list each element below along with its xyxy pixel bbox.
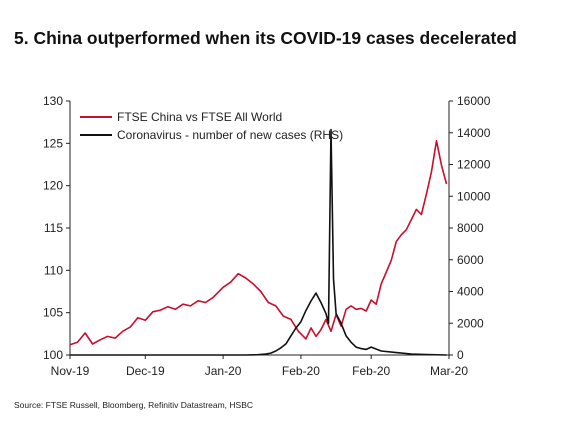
y-right-tick-label: 10000	[457, 189, 491, 203]
y-right-tick-label: 6000	[457, 253, 484, 267]
y-left-tick-label: 100	[43, 348, 63, 362]
x-tick-label: Feb-20	[352, 364, 390, 378]
legend-label-ftse: FTSE China vs FTSE All World	[117, 110, 282, 124]
y-left-tick-label: 120	[43, 179, 63, 193]
x-tick-label: Nov-19	[51, 364, 90, 378]
y-left-tick-label: 115	[44, 221, 63, 235]
covid-cases-series-line	[70, 128, 447, 356]
y-left-tick-label: 105	[43, 306, 63, 320]
legend: FTSE China vs FTSE All World Coronavirus …	[80, 110, 343, 142]
ftse-china-series-line	[69, 140, 448, 346]
y-right-tick-label: 0	[457, 348, 464, 362]
axes: 100 105 110 115 120 125 130 0 2000 4000 6000 8000 10…	[43, 94, 491, 378]
y-right-tick-label: 8000	[457, 221, 484, 235]
y-right-tick-label: 12000	[457, 158, 491, 172]
x-tick-label: Dec-19	[126, 364, 165, 378]
legend-label-covid: Coronavirus - number of new cases (RHS)	[117, 128, 343, 142]
series-lines	[69, 128, 448, 356]
source-note: Source: FTSE Russell, Bloomberg, Refinit…	[14, 400, 254, 410]
x-tick-label: Feb-20	[282, 364, 320, 378]
y-left-tick-label: 125	[43, 136, 63, 150]
y-left-tick-label: 110	[44, 263, 63, 277]
chart-title: 5. China outperformed when its COVID-19 …	[14, 28, 517, 48]
y-right-tick-label: 4000	[457, 285, 484, 299]
x-tick-label: Jan-20	[205, 364, 242, 378]
y-right-tick-label: 14000	[457, 126, 491, 140]
y-left-tick-label: 130	[43, 94, 63, 108]
y-right-tick-label: 16000	[457, 94, 491, 108]
y-right-tick-label: 2000	[457, 316, 484, 330]
x-tick-label: Mar-20	[430, 364, 468, 378]
